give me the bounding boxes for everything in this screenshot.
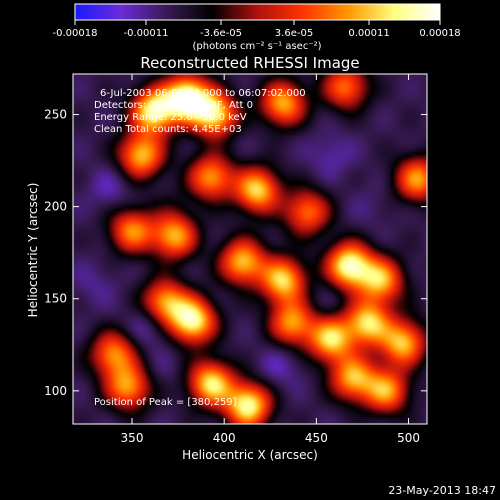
colorbar-strip bbox=[74, 3, 441, 21]
colorbar: -0.00018 -0.00011 -3.6e-05 3.6e-05 0.00011 0.… bbox=[53, 3, 461, 52]
footer-timestamp: 23-May-2013 18:47 bbox=[388, 484, 496, 497]
annotation-method: Clean Total counts: 4.45E+03 bbox=[94, 124, 242, 135]
annotation-energy: Energy Range: 25.0 - 50.0 keV bbox=[94, 112, 247, 123]
colorbar-tick-label: 0.00011 bbox=[348, 28, 389, 39]
annotation-peak: Position of Peak = [380,259] bbox=[94, 397, 237, 408]
annotation-time-range: 6-Jul-2003 06:02:44.000 to 06:07:02.000 bbox=[100, 88, 306, 99]
colorbar-tick-label: 0.00018 bbox=[419, 28, 460, 39]
y-axis-ticks: 100 150 200 250 bbox=[44, 108, 427, 398]
chart-title: Reconstructed RHESSI Image bbox=[140, 54, 359, 72]
heatmap-image bbox=[73, 74, 427, 424]
y-tick-label: 250 bbox=[44, 108, 67, 122]
colorbar-unit-label: (photons cm⁻² s⁻¹ asec⁻²) bbox=[192, 41, 321, 52]
annotations: 6-Jul-2003 06:02:44.000 to 06:07:02.000 … bbox=[94, 88, 306, 408]
plot-area: 350 400 450 500 100 150 200 250 bbox=[44, 73, 428, 445]
x-axis-label: Heliocentric X (arcsec) bbox=[182, 448, 318, 462]
x-axis-ticks: 350 400 450 500 bbox=[121, 74, 420, 445]
colorbar-tick-label: -3.6e-05 bbox=[200, 28, 242, 39]
x-tick-label: 350 bbox=[121, 431, 144, 445]
annotation-detectors: Detectors: 3F 5F 6F 7F 8F, Att 0 bbox=[94, 100, 253, 111]
plot-frame bbox=[72, 73, 428, 425]
colorbar-tick-label: -0.00011 bbox=[123, 28, 168, 39]
x-tick-label: 400 bbox=[213, 431, 236, 445]
x-tick-label: 500 bbox=[397, 431, 420, 445]
y-tick-label: 200 bbox=[44, 200, 67, 214]
colorbar-ticks: -0.00018 -0.00011 -3.6e-05 3.6e-05 0.00011 0.… bbox=[53, 20, 461, 39]
y-tick-label: 150 bbox=[44, 292, 67, 306]
x-tick-label: 450 bbox=[305, 431, 328, 445]
y-tick-label: 100 bbox=[44, 384, 67, 398]
colorbar-tick-label: -0.00018 bbox=[53, 28, 98, 39]
y-axis-label: Heliocentric Y (arcsec) bbox=[26, 183, 40, 318]
colorbar-tick-label: 3.6e-05 bbox=[275, 28, 313, 39]
